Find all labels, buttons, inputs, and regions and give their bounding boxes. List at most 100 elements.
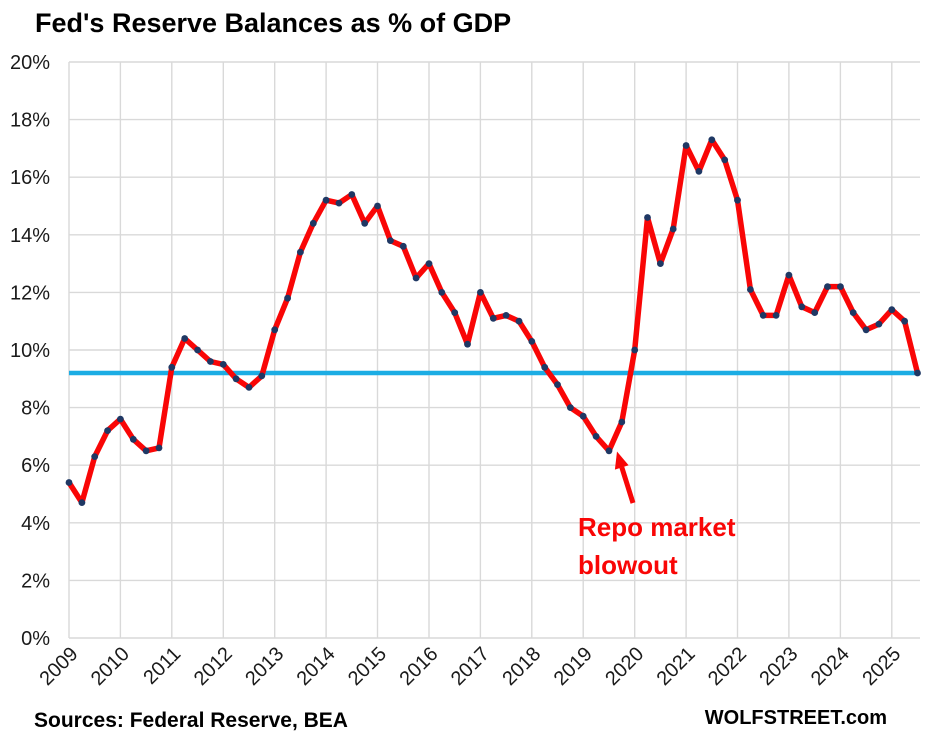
data-point-marker — [515, 317, 523, 325]
data-point-marker — [785, 271, 793, 279]
y-tick-label: 12% — [10, 282, 50, 304]
data-point-marker — [567, 404, 574, 411]
data-point-marker — [734, 196, 741, 204]
x-tick-label: 2012 — [190, 643, 237, 690]
x-tick-label: 2011 — [139, 643, 185, 689]
x-tick-label: 2018 — [498, 643, 545, 690]
data-point-marker — [772, 312, 780, 319]
data-point-marker — [425, 260, 433, 267]
data-point-marker — [657, 260, 664, 267]
data-point-marker — [155, 444, 163, 452]
data-point-marker — [682, 142, 690, 149]
data-point-marker — [361, 219, 369, 227]
site-watermark: WOLFSTREET.com — [704, 707, 887, 729]
data-point-marker — [631, 346, 639, 354]
x-tick-label: 2022 — [704, 643, 751, 690]
data-point-marker — [541, 363, 549, 371]
data-point-marker — [837, 283, 844, 290]
data-point-marker — [271, 326, 279, 334]
data-point-marker — [91, 453, 99, 460]
data-point-marker — [708, 136, 716, 144]
data-point-marker — [258, 372, 266, 380]
y-tick-label: 20% — [10, 52, 50, 74]
data-point-marker — [914, 369, 921, 377]
y-tick-label: 10% — [10, 340, 50, 362]
data-point-marker — [451, 309, 459, 316]
y-tick-label: 6% — [21, 455, 50, 477]
data-point-marker — [605, 447, 613, 455]
y-tick-label: 0% — [21, 628, 50, 650]
data-point-marker — [399, 242, 407, 250]
data-point-marker — [438, 289, 446, 296]
data-point-marker — [232, 375, 240, 383]
x-tick-label: 2009 — [36, 643, 83, 690]
y-tick-label: 14% — [10, 225, 50, 247]
data-point-marker — [117, 415, 124, 423]
data-point-marker — [618, 418, 626, 426]
data-point-marker — [695, 168, 703, 175]
x-tick-label: 2013 — [241, 643, 288, 690]
data-point-marker — [528, 338, 536, 345]
data-point-marker — [168, 363, 176, 371]
data-point-marker — [322, 196, 330, 204]
data-point-marker — [412, 274, 420, 282]
x-tick-label: 2020 — [601, 643, 648, 690]
x-tick-label: 2014 — [293, 643, 340, 690]
data-point-marker — [747, 286, 754, 293]
y-tick-label: 18% — [10, 110, 50, 132]
annotation-line-2: blowout — [578, 550, 678, 580]
data-point-marker — [181, 335, 189, 342]
data-point-marker — [502, 312, 510, 319]
data-point-marker — [901, 317, 908, 325]
x-tick-label: 2023 — [755, 643, 802, 690]
data-point-marker — [129, 435, 137, 443]
data-point-marker — [579, 412, 587, 420]
data-point-marker — [489, 314, 497, 322]
y-tick-label: 4% — [21, 513, 50, 535]
data-point-marker — [824, 283, 831, 290]
data-point-marker — [862, 326, 870, 334]
data-point-marker — [219, 361, 227, 368]
data-point-marker — [387, 237, 394, 245]
x-tick-label: 2024 — [807, 643, 854, 690]
data-point-marker — [65, 479, 73, 486]
annotation-line-1: Repo market — [578, 512, 736, 542]
data-point-marker — [194, 346, 202, 354]
x-tick-label: 2021 — [653, 643, 700, 690]
data-point-marker — [554, 381, 561, 388]
annotation-arrow-shaft — [619, 466, 636, 504]
x-tick-label: 2017 — [447, 643, 494, 690]
data-point-marker — [284, 294, 291, 302]
data-point-marker — [849, 309, 857, 316]
x-tick-label: 2016 — [396, 643, 443, 690]
data-point-marker — [811, 309, 819, 316]
data-point-marker — [888, 306, 896, 314]
data-point-marker — [644, 214, 651, 221]
y-tick-label: 2% — [21, 570, 50, 592]
data-point-marker — [759, 312, 767, 319]
data-point-marker — [798, 303, 806, 311]
data-point-marker — [875, 320, 883, 328]
data-point-marker — [207, 358, 214, 365]
y-tick-label: 16% — [10, 167, 50, 189]
data-point-marker — [592, 433, 600, 440]
x-tick-label: 2019 — [550, 643, 597, 690]
chart-title: Fed's Reserve Balances as % of GDP — [35, 8, 512, 38]
data-point-marker — [669, 225, 677, 233]
data-point-marker — [78, 499, 86, 506]
data-point-marker — [348, 191, 356, 198]
data-point-marker — [335, 199, 343, 207]
x-tick-label: 2015 — [344, 643, 391, 690]
x-tick-label: 2025 — [858, 643, 905, 690]
x-tick-label: 2010 — [87, 643, 134, 690]
data-point-marker — [721, 156, 729, 164]
data-point-marker — [104, 427, 111, 434]
data-point-marker — [309, 219, 317, 227]
data-point-marker — [374, 202, 381, 210]
sources-note: Sources: Federal Reserve, BEA — [34, 709, 348, 732]
data-point-marker — [464, 340, 471, 348]
data-point-marker — [245, 384, 253, 391]
annotation-arrow-head — [614, 451, 629, 470]
